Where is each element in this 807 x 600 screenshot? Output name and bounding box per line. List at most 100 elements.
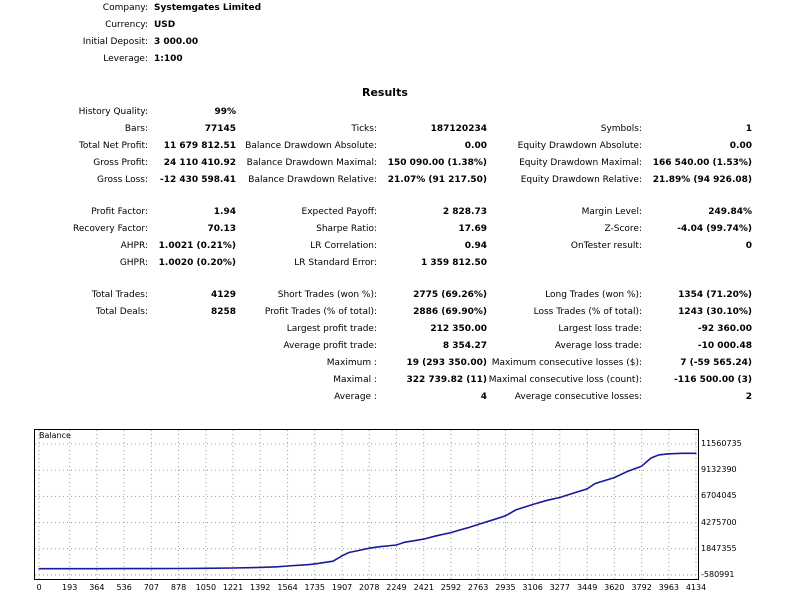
balance-chart-plot	[35, 430, 698, 579]
balance-point	[348, 551, 350, 554]
ticks-label: Ticks:	[351, 124, 377, 134]
equity-dd-rel-value: 21.89% (94 926.08)	[652, 175, 752, 185]
recovery-factor-value: 70.13	[207, 224, 236, 234]
x-tick-label: 193	[62, 583, 78, 592]
balance-point	[532, 503, 534, 506]
ontester-result-label: OnTester result:	[570, 241, 642, 251]
profit-factor-label: Profit Factor:	[91, 207, 148, 217]
x-tick-label: 1221	[222, 583, 244, 592]
balance-point	[205, 567, 207, 569]
largest-loss-value: -92 360.00	[697, 324, 752, 334]
total-net-profit-value: 11 679 812.51	[163, 141, 236, 151]
balance-point	[423, 538, 425, 540]
ontester-result-value: 0	[745, 241, 752, 251]
lr-correlation-value: 0.94	[464, 241, 487, 251]
maximal-consec-loss-label: Maximal consecutive loss (count):	[488, 375, 642, 385]
short-trades-value: 2775 (69.26%)	[413, 290, 487, 300]
balance-point	[650, 457, 652, 459]
x-tick-label: 707	[143, 583, 159, 592]
largest-loss-label: Largest loss trade:	[558, 324, 642, 334]
gross-profit-value: 24 110 410.92	[163, 158, 236, 168]
balance-point	[69, 568, 71, 570]
balance-point	[259, 566, 261, 569]
z-score-label: Z-Score:	[604, 224, 643, 234]
largest-profit-label: Largest profit trade:	[286, 324, 377, 334]
x-tick-label: 1564	[277, 583, 298, 592]
x-tick-label: 2421	[413, 583, 434, 592]
max-consec-losses-label: Maximum consecutive losses ($):	[491, 358, 642, 368]
sharpe-ratio-value: 17.69	[458, 224, 487, 234]
margin-level-label: Margin Level:	[581, 207, 642, 217]
balance-point	[467, 527, 469, 529]
x-tick-label: 3449	[576, 583, 598, 592]
balance-dd-max-label: Balance Drawdown Maximal:	[246, 158, 377, 168]
total-trades-value: 4129	[210, 290, 236, 300]
balance-point	[641, 465, 643, 467]
deposit-value: 3 000.00	[154, 37, 199, 47]
balance-point	[695, 452, 697, 454]
gross-loss-label: Gross Loss:	[97, 175, 148, 185]
ahpr-value: 1.0021 (0.21%)	[158, 241, 236, 251]
balance-point	[515, 509, 517, 511]
profit-factor-value: 1.94	[213, 207, 236, 217]
balance-dd-rel-label: Balance Drawdown Relative:	[248, 175, 377, 185]
avg-consec-losses-label: Average consecutive losses:	[514, 392, 642, 402]
avg-loss-label: Average loss trade:	[554, 341, 642, 351]
avg-consec-losses-value: 2	[745, 392, 752, 402]
x-tick-label: 364	[89, 583, 105, 592]
currency-label: Currency:	[105, 20, 148, 30]
expected-payoff-label: Expected Payoff:	[301, 207, 377, 217]
x-tick-label: 3963	[658, 583, 679, 592]
margin-level-value: 249.84%	[708, 207, 752, 217]
sharpe-ratio-label: Sharpe Ratio:	[316, 224, 377, 234]
history-quality-value: 99%	[214, 107, 236, 117]
balance-point	[682, 452, 684, 454]
x-tick-label: 4134	[685, 583, 707, 592]
lr-std-error-value: 1 359 812.50	[420, 258, 487, 268]
total-trades-label: Total Trades:	[91, 290, 148, 300]
y-tick-label: 9132390	[701, 465, 737, 475]
x-tick-label: 2592	[440, 583, 462, 592]
y-tick-label: 4275700	[701, 517, 737, 527]
x-tick-label: 0	[36, 583, 42, 592]
y-tick-label: 6704045	[701, 491, 737, 501]
balance-point	[613, 476, 615, 479]
ghpr-label: GHPR:	[119, 258, 148, 268]
symbols-value: 1	[745, 124, 752, 134]
balance-point	[459, 529, 461, 531]
expected-payoff-value: 2 828.73	[442, 207, 487, 217]
deposit-label: Initial Deposit:	[82, 37, 148, 47]
x-tick-label: 3277	[549, 583, 570, 592]
bars-value: 77145	[204, 124, 236, 134]
gross-profit-label: Gross Profit:	[93, 158, 148, 168]
lr-std-error-label: LR Standard Error:	[294, 258, 377, 268]
balance-point	[395, 544, 398, 546]
x-tick-label: 1392	[250, 583, 271, 592]
balance-point	[368, 547, 370, 549]
balance-point	[286, 565, 289, 567]
y-tick-label: 1847355	[701, 543, 737, 553]
loss-trades-value: 1243 (30.10%)	[678, 307, 752, 317]
balance-point	[356, 550, 358, 552]
balance-point	[559, 496, 561, 499]
x-tick-label: 2249	[386, 583, 407, 592]
avg-loss-value: -10 000.48	[697, 341, 752, 351]
balance-point	[308, 564, 310, 566]
symbols-label: Symbols:	[600, 124, 642, 134]
avg-profit-value: 8 354.27	[442, 341, 487, 351]
balance-point	[546, 499, 549, 501]
balance-point	[491, 519, 493, 521]
y-tick-label: -580991	[701, 570, 735, 579]
equity-dd-rel-label: Equity Drawdown Relative:	[520, 175, 642, 185]
maximal-label: Maximal :	[333, 375, 377, 385]
profit-trades-value: 2886 (69.90%)	[413, 307, 487, 317]
balance-point	[276, 566, 278, 568]
balance-point	[123, 568, 125, 570]
average-label: Average :	[334, 392, 377, 402]
x-tick-label: 3792	[631, 583, 652, 592]
ahpr-label: AHPR:	[120, 241, 148, 251]
x-tick-label: 2935	[495, 583, 516, 592]
profit-trades-label: Profit Trades (% of total):	[264, 307, 377, 317]
lr-correlation-label: LR Correlation:	[310, 241, 377, 251]
total-deals-value: 8258	[210, 307, 236, 317]
